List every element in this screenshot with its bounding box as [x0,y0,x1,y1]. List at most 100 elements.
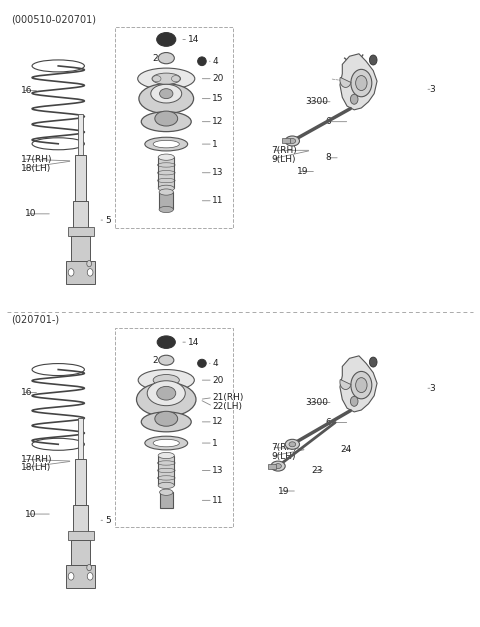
Wedge shape [340,379,351,389]
Circle shape [87,564,92,571]
Text: 4: 4 [213,359,218,368]
Ellipse shape [136,382,196,416]
Circle shape [87,261,92,266]
Bar [78,418,84,458]
Circle shape [350,396,358,406]
Text: 11: 11 [213,496,224,505]
Ellipse shape [138,369,194,391]
Ellipse shape [198,359,206,367]
Ellipse shape [153,140,180,148]
Ellipse shape [139,83,193,113]
Ellipse shape [289,442,296,447]
Ellipse shape [159,189,173,195]
Text: 22(LH): 22(LH) [213,402,242,411]
Ellipse shape [171,76,180,82]
Text: 18(LH): 18(LH) [21,463,51,473]
Text: 3300: 3300 [306,398,329,407]
Circle shape [350,94,358,104]
Text: 2: 2 [153,54,158,63]
Circle shape [351,70,372,97]
Ellipse shape [158,185,174,191]
Text: 3: 3 [430,85,435,94]
Bar [78,114,84,155]
Ellipse shape [155,111,178,126]
Ellipse shape [159,489,173,495]
Bar [159,492,173,508]
Bar [66,261,95,284]
Text: 7(RH): 7(RH) [271,443,297,452]
Text: 17(RH): 17(RH) [21,455,53,464]
Text: 12: 12 [213,418,224,426]
Circle shape [356,76,367,90]
Ellipse shape [157,33,176,46]
Text: 24: 24 [340,445,351,454]
Ellipse shape [147,381,185,406]
Text: 9(LH): 9(LH) [271,154,295,164]
Text: 10: 10 [25,209,36,218]
Text: 5: 5 [105,216,110,224]
Ellipse shape [285,440,300,450]
Ellipse shape [158,154,174,161]
Text: 10: 10 [25,510,36,519]
Ellipse shape [141,412,191,432]
Text: 3300: 3300 [306,97,329,106]
Bar [158,157,174,188]
Ellipse shape [157,336,175,349]
Circle shape [87,572,93,580]
Text: 13: 13 [213,168,224,177]
Text: 15: 15 [213,94,224,103]
Bar [71,540,90,564]
Bar [267,463,276,468]
Ellipse shape [138,68,195,89]
Ellipse shape [198,57,206,66]
Text: 19: 19 [297,167,309,176]
Text: 20: 20 [213,376,224,384]
Text: 3: 3 [430,384,435,393]
Polygon shape [340,54,377,110]
Text: 18(LH): 18(LH) [21,164,51,173]
Ellipse shape [153,76,161,82]
Text: 14: 14 [188,35,199,44]
Ellipse shape [159,206,173,213]
Circle shape [370,55,377,65]
Ellipse shape [151,84,182,103]
Circle shape [87,268,93,276]
Bar [73,505,88,546]
Text: (000510-020701): (000510-020701) [11,14,96,24]
Ellipse shape [159,88,173,98]
Ellipse shape [153,374,180,386]
Bar [282,139,290,144]
Bar [75,458,86,505]
Polygon shape [340,356,377,412]
Text: 19: 19 [278,487,289,495]
Ellipse shape [145,436,188,450]
Bar [158,455,174,485]
Text: 13: 13 [213,466,224,475]
Text: 21(RH): 21(RH) [213,393,244,402]
Text: (020701-): (020701-) [11,315,59,325]
Bar [159,192,173,209]
Ellipse shape [158,482,174,488]
Bar [73,201,88,242]
Text: 16: 16 [21,388,33,397]
Wedge shape [340,77,351,87]
Text: 6: 6 [325,117,331,126]
Ellipse shape [158,356,174,365]
Text: 7(RH): 7(RH) [271,146,297,155]
Ellipse shape [145,137,188,151]
Ellipse shape [158,453,174,458]
Circle shape [68,268,74,276]
Bar [75,155,86,201]
Text: 14: 14 [188,338,199,347]
Ellipse shape [289,139,296,144]
Circle shape [370,357,377,367]
Text: 5: 5 [105,516,110,525]
Circle shape [356,377,367,393]
Bar [66,564,95,588]
Text: 8: 8 [325,153,331,162]
Bar [71,236,90,261]
Bar [68,531,94,540]
Text: 20: 20 [213,74,224,83]
Text: 11: 11 [213,196,224,205]
Text: 1: 1 [213,438,218,448]
